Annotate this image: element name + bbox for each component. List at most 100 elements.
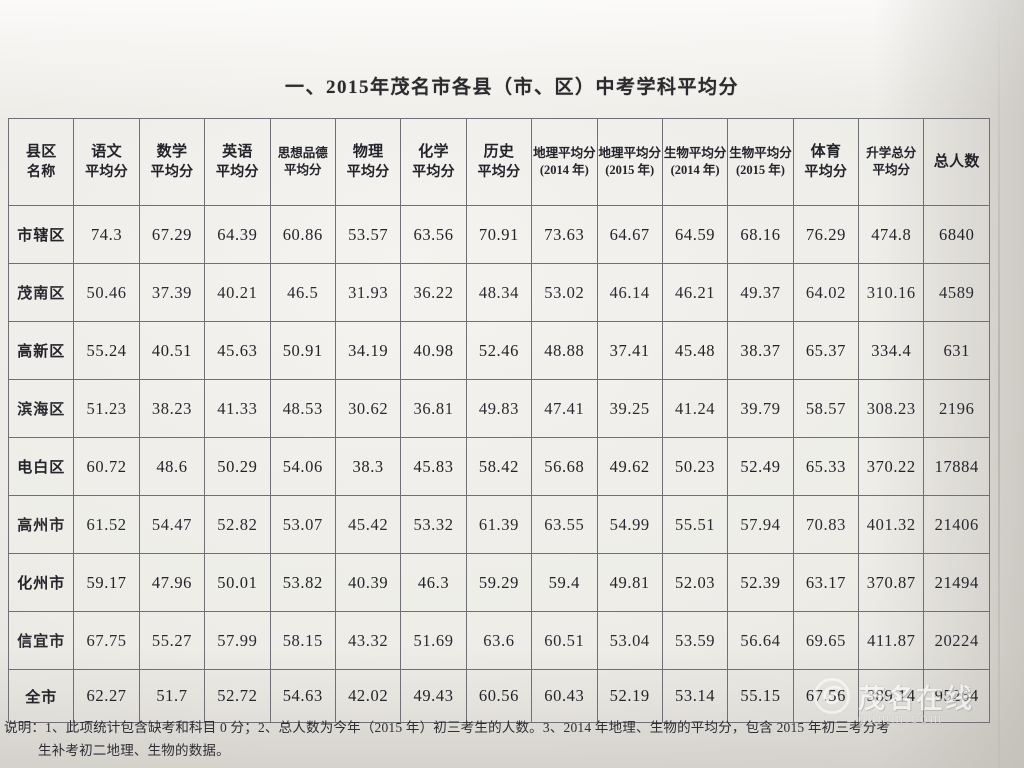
cell-value: 46.3 xyxy=(400,553,467,612)
cell-value: 50.46 xyxy=(73,263,140,322)
cell-value: 45.83 xyxy=(400,437,467,496)
cell-value: 51.23 xyxy=(73,379,140,438)
cell-value: 37.39 xyxy=(138,263,206,322)
cell-value: 50.91 xyxy=(269,321,336,380)
column-header-line1: 生物平均分 xyxy=(663,145,727,160)
column-header-4: 思想品德 平均分 xyxy=(269,118,336,206)
cell-value: 68.16 xyxy=(727,205,794,264)
column-header-line2: 平均分 xyxy=(150,164,194,180)
cell-value: 38.3 xyxy=(334,437,402,496)
cell-value: 46.21 xyxy=(661,263,729,322)
column-header-line1: 体育 xyxy=(810,144,842,160)
paper-highlight-top xyxy=(0,0,1024,120)
cell-value: 76.29 xyxy=(792,205,860,264)
cell-value: 60.72 xyxy=(73,437,140,496)
cell-value: 370.87 xyxy=(858,553,925,612)
cell-value: 59.4 xyxy=(531,553,598,612)
cell-value: 21406 xyxy=(923,495,990,554)
cell-value: 49.43 xyxy=(400,669,467,723)
cell-value: 48.34 xyxy=(465,263,533,322)
cell-value: 67.75 xyxy=(73,611,140,670)
cell-value: 17884 xyxy=(923,437,990,496)
cell-value: 53.82 xyxy=(269,553,336,612)
cell-value: 47.96 xyxy=(138,553,206,612)
cell-value: 59.29 xyxy=(465,553,533,612)
column-header-line2: 平均分 xyxy=(412,164,455,180)
column-header-11: 生物平均分 (2015 年) xyxy=(727,118,794,206)
cell-value: 57.94 xyxy=(727,495,794,554)
column-header-line2: 平均分 xyxy=(85,164,129,180)
cell-value: 4589 xyxy=(923,263,990,322)
column-header-line1: 总人数 xyxy=(933,153,980,170)
document-title: 一、2015年茂名市各县（市、区）中考学科平均分 xyxy=(284,77,739,98)
column-header-line2: 平均分 xyxy=(284,163,322,177)
cell-value: 40.51 xyxy=(138,321,206,380)
cell-value: 60.56 xyxy=(465,669,533,723)
cell-value: 52.72 xyxy=(204,669,271,723)
cell-value: 54.47 xyxy=(138,495,206,554)
table-row: 全市 62.27 51.7 52.72 54.63 42.02 49.43 60.56 60.4… xyxy=(7,669,990,723)
cell-value: 62.27 xyxy=(73,669,140,723)
cell-value: 6840 xyxy=(923,205,990,264)
row-header-district: 市辖区 xyxy=(7,205,75,264)
cell-value: 69.65 xyxy=(792,611,860,670)
footnote-line-2: 生补考初二地理、生物的数据。 xyxy=(38,743,230,759)
cell-value: 40.39 xyxy=(334,553,402,612)
table-row: 高新区 55.24 40.51 45.63 50.91 34.19 40.98 52.46 48… xyxy=(7,321,990,380)
column-header-line2: (2014 年) xyxy=(539,163,589,177)
column-header-7: 历史 平均分 xyxy=(465,118,533,206)
cell-value: 64.39 xyxy=(204,205,271,264)
cell-value: 53.57 xyxy=(334,205,402,264)
cell-value: 64.59 xyxy=(661,205,729,264)
column-header-9: 地理平均分 (2015 年) xyxy=(596,118,663,206)
cell-value: 40.21 xyxy=(204,263,271,322)
column-header-8: 地理平均分 (2014 年) xyxy=(531,118,598,206)
cell-value: 55.15 xyxy=(727,669,794,723)
column-header-line1: 思想品德 xyxy=(277,145,328,160)
cell-value: 55.27 xyxy=(138,611,206,670)
cell-value: 50.29 xyxy=(204,437,271,496)
table-row: 化州市 59.17 47.96 50.01 53.82 40.39 46.3 59.29 59.… xyxy=(7,553,990,612)
cell-value: 45.48 xyxy=(661,321,729,380)
cell-value: 67.56 xyxy=(792,669,860,723)
row-header-district: 电白区 xyxy=(7,437,75,496)
cell-value: 64.67 xyxy=(596,205,663,264)
table-body: 市辖区 74.3 67.29 64.39 60.86 53.57 63.56 70.91 73.… xyxy=(7,205,990,723)
cell-value: 67.29 xyxy=(138,205,206,264)
cell-value: 41.33 xyxy=(204,379,271,438)
column-header-line1: 英语 xyxy=(222,144,253,160)
row-header-district: 滨海区 xyxy=(7,379,75,438)
cell-value: 51.7 xyxy=(138,669,206,723)
table-row: 滨海区 51.23 38.23 41.33 48.53 30.62 36.81 49.83 47… xyxy=(7,379,990,438)
cell-value: 57.99 xyxy=(204,611,271,670)
exam-average-score-table: 县区 名称 语文 平均分 数学 平均分 英语 平均分 思想品德 平均分 物理 平均分 化学 平均分 历史 平均… xyxy=(7,118,990,723)
cell-value: 73.63 xyxy=(531,205,598,264)
column-header-line2: (2015 年) xyxy=(736,163,785,177)
cell-value: 48.53 xyxy=(269,379,336,438)
cell-value: 39.79 xyxy=(727,379,794,438)
column-header-line1: 地理平均分 xyxy=(533,145,596,160)
cell-value: 52.82 xyxy=(204,495,271,554)
cell-value: 56.64 xyxy=(727,611,794,670)
cell-value: 310.16 xyxy=(858,263,925,322)
cell-value: 52.39 xyxy=(727,553,794,612)
cell-value: 74.3 xyxy=(73,205,140,264)
cell-value: 58.57 xyxy=(792,379,860,438)
cell-value: 61.52 xyxy=(73,495,140,554)
cell-value: 53.32 xyxy=(400,495,467,554)
cell-value: 38.37 xyxy=(727,321,794,380)
column-header-3: 英语 平均分 xyxy=(204,118,271,206)
cell-value: 58.15 xyxy=(269,611,336,670)
cell-value: 60.51 xyxy=(531,611,598,670)
cell-value: 40.98 xyxy=(400,321,467,380)
column-header-line1: 历史 xyxy=(483,144,515,160)
grade-table-container: 县区 名称 语文 平均分 数学 平均分 英语 平均分 思想品德 平均分 物理 平均分 化学 平均分 历史 平均… xyxy=(7,118,990,723)
row-header-district: 高新区 xyxy=(7,321,75,380)
cell-value: 36.22 xyxy=(400,263,467,322)
cell-value: 95264 xyxy=(923,669,990,723)
cell-value: 64.02 xyxy=(792,263,860,322)
cell-value: 60.86 xyxy=(269,205,336,264)
column-header-line2: 名称 xyxy=(26,164,56,180)
cell-value: 70.91 xyxy=(465,205,533,264)
